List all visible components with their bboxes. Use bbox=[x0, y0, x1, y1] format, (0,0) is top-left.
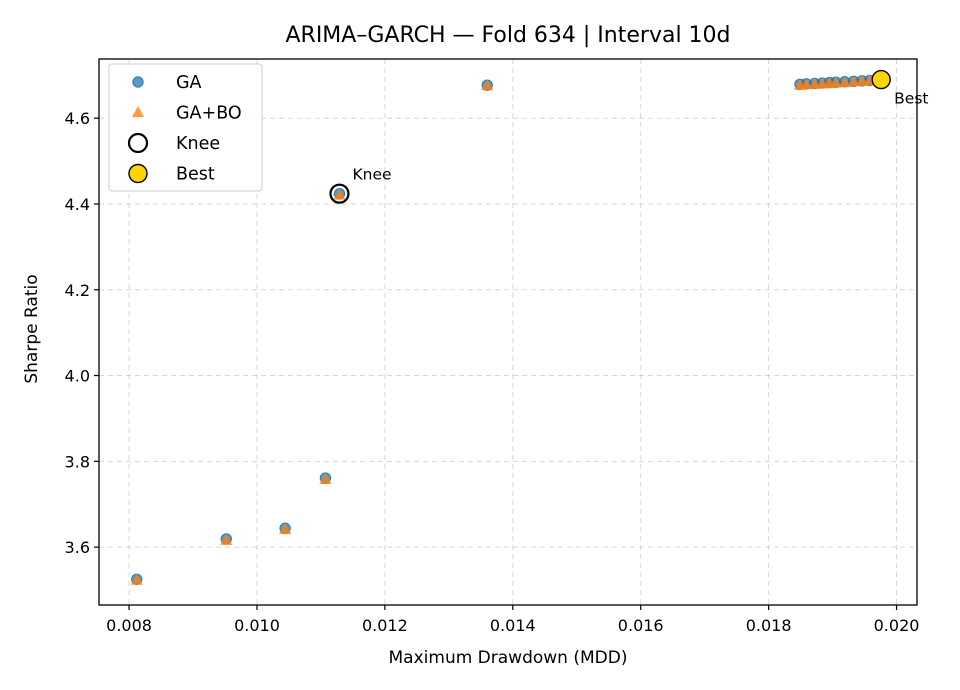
y-tick-label: 4.6 bbox=[65, 109, 90, 128]
ga-bo-point bbox=[279, 523, 292, 535]
y-tick-label: 3.8 bbox=[65, 452, 90, 471]
legend-box bbox=[108, 63, 263, 192]
legend-ga-bo-marker bbox=[131, 106, 145, 118]
best-annotation: Best bbox=[894, 90, 928, 108]
x-tick-label: 0.010 bbox=[234, 616, 280, 635]
x-tick-label: 0.020 bbox=[874, 616, 920, 635]
x-axis-label: Maximum Drawdown (MDD) bbox=[389, 648, 628, 668]
legend-ga-marker bbox=[132, 76, 144, 88]
legend-label: Knee bbox=[176, 134, 220, 154]
x-tick-label: 0.008 bbox=[106, 616, 152, 635]
legend-label: GA+BO bbox=[176, 104, 242, 124]
legend-best-marker bbox=[128, 163, 148, 184]
ga-bo-point bbox=[220, 533, 233, 545]
axis-ticks: 0.008 0.010 0.012 0.014 0.016 0.018 0.020 3.6 3.… bbox=[65, 109, 920, 635]
y-tick-label: 4.4 bbox=[65, 195, 90, 214]
ga-bo-point bbox=[130, 573, 143, 585]
ga-bo-point bbox=[838, 76, 851, 88]
ga-bo-point bbox=[481, 79, 494, 91]
chart-title: ARIMA–GARCH — Fold 634 | Interval 10d bbox=[285, 23, 730, 48]
best-marker bbox=[871, 69, 891, 90]
y-axis-label: Sharpe Ratio bbox=[22, 274, 42, 383]
legend-label: GA bbox=[176, 73, 202, 93]
annotations: Knee Best bbox=[329, 69, 929, 204]
y-tick-label: 4.0 bbox=[65, 367, 90, 386]
x-tick-label: 0.018 bbox=[746, 616, 792, 635]
ga-bo-point bbox=[847, 75, 860, 87]
legend: GA GA+BO Knee Best bbox=[108, 63, 263, 192]
legend-knee-marker bbox=[127, 132, 149, 154]
y-tick-label: 4.2 bbox=[65, 281, 90, 300]
ga-bo-point bbox=[829, 76, 842, 88]
ga-bo-point bbox=[800, 78, 813, 90]
plot-frame bbox=[98, 58, 918, 606]
ga-bo-point bbox=[333, 188, 346, 200]
legend-label: Best bbox=[176, 165, 215, 185]
y-tick-label: 3.6 bbox=[65, 538, 90, 557]
x-tick-label: 0.016 bbox=[618, 616, 664, 635]
knee-annotation: Knee bbox=[352, 166, 391, 184]
ga-bo-point bbox=[319, 472, 332, 484]
x-tick-label: 0.014 bbox=[490, 616, 536, 635]
knee-marker bbox=[329, 183, 350, 204]
x-tick-label: 0.012 bbox=[362, 616, 408, 635]
